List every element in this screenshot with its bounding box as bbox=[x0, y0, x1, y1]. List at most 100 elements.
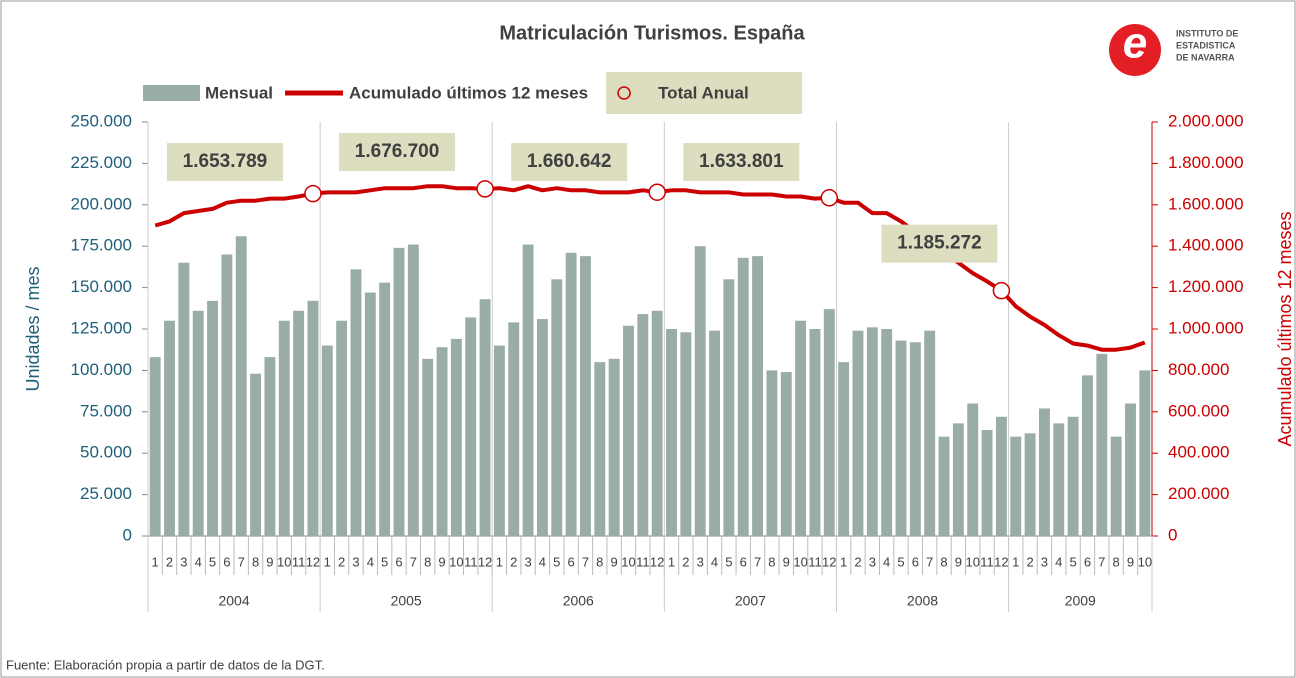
bar bbox=[594, 362, 606, 536]
bar bbox=[1139, 370, 1151, 536]
bar bbox=[780, 372, 792, 536]
annotation-label: 1.653.789 bbox=[183, 151, 268, 172]
x-tick-label: 3 bbox=[697, 554, 704, 569]
x-tick-label: 9 bbox=[266, 554, 273, 569]
bar bbox=[364, 292, 376, 536]
annotation-label: 1.660.642 bbox=[527, 151, 612, 172]
x-tick-label: 6 bbox=[1084, 554, 1091, 569]
year-label: 2008 bbox=[907, 593, 938, 609]
x-tick-label: 2 bbox=[166, 554, 173, 569]
bar bbox=[207, 300, 218, 536]
x-tick-label: 12 bbox=[650, 554, 664, 569]
x-tick-label: 8 bbox=[940, 554, 947, 569]
x-tick-label: 7 bbox=[238, 554, 245, 569]
x-tick-label: 1 bbox=[840, 554, 847, 569]
x-tick-label: 4 bbox=[539, 554, 546, 569]
bar bbox=[1010, 436, 1022, 536]
x-tick-label: 10 bbox=[621, 554, 635, 569]
y2-tick-label: 1.800.000 bbox=[1168, 153, 1244, 172]
y2-tick-label: 2.000.000 bbox=[1168, 111, 1244, 130]
legend-label: Total Anual bbox=[658, 83, 749, 102]
bar bbox=[623, 325, 634, 536]
logo-letter: e bbox=[1123, 19, 1147, 68]
x-tick-label: 11 bbox=[636, 554, 650, 569]
legend-label: Mensual bbox=[205, 83, 273, 102]
bar bbox=[694, 246, 706, 536]
bar bbox=[422, 358, 434, 536]
bar bbox=[795, 320, 807, 536]
y-tick-label: 250.000 bbox=[71, 111, 132, 130]
y2-tick-label: 600.000 bbox=[1168, 401, 1229, 420]
year-label: 2006 bbox=[563, 593, 594, 609]
y2-tick-label: 1.000.000 bbox=[1168, 318, 1244, 337]
y-tick-label: 100.000 bbox=[71, 360, 132, 379]
bar bbox=[852, 330, 864, 536]
annual-point bbox=[476, 180, 494, 198]
bar bbox=[436, 347, 448, 536]
bar bbox=[737, 257, 749, 536]
x-tick-label: 11 bbox=[464, 554, 478, 569]
bar bbox=[680, 332, 692, 536]
bar bbox=[1110, 436, 1122, 536]
x-tick-label: 10 bbox=[277, 554, 291, 569]
x-tick-label: 6 bbox=[223, 554, 230, 569]
bar bbox=[580, 256, 591, 536]
x-tick-label: 9 bbox=[1127, 554, 1134, 569]
x-tick-label: 7 bbox=[926, 554, 933, 569]
x-tick-label: 6 bbox=[567, 554, 574, 569]
bar bbox=[637, 314, 649, 536]
x-tick-label: 6 bbox=[912, 554, 919, 569]
logo-mark bbox=[1109, 24, 1161, 76]
y2-tick-label: 1.200.000 bbox=[1168, 277, 1244, 296]
logo-text: DE NAVARRA bbox=[1176, 52, 1235, 62]
x-tick-label: 7 bbox=[582, 554, 589, 569]
x-tick-label: 5 bbox=[553, 554, 560, 569]
bar bbox=[924, 330, 936, 536]
bar bbox=[235, 236, 247, 536]
bar bbox=[479, 299, 491, 536]
bar bbox=[1125, 403, 1136, 536]
x-tick-label: 8 bbox=[1113, 554, 1120, 569]
y-tick-label: 25.000 bbox=[80, 484, 132, 503]
annotation-label: 1.633.801 bbox=[699, 151, 784, 172]
y-tick-label: 75.000 bbox=[80, 401, 132, 420]
x-tick-label: 3 bbox=[1041, 554, 1048, 569]
bar bbox=[293, 310, 305, 536]
x-tick-label: 3 bbox=[352, 554, 359, 569]
annual-point bbox=[304, 184, 322, 203]
x-tick-label: 11 bbox=[292, 554, 306, 569]
year-label: 2007 bbox=[735, 593, 766, 609]
legend-swatch bbox=[617, 86, 631, 100]
x-tick-label: 5 bbox=[725, 554, 732, 569]
bar bbox=[1096, 353, 1108, 536]
y2-tick-label: 0 bbox=[1168, 525, 1177, 544]
logo-text: INSTITUTO DE bbox=[1176, 28, 1238, 38]
x-tick-label: 7 bbox=[410, 554, 417, 569]
x-tick-label: 2 bbox=[510, 554, 517, 569]
bar bbox=[938, 436, 950, 536]
year-label: 2005 bbox=[391, 593, 422, 609]
y-tick-label: 150.000 bbox=[71, 277, 132, 296]
bar bbox=[766, 370, 778, 536]
bar bbox=[1067, 416, 1079, 536]
bar bbox=[336, 320, 348, 536]
bar bbox=[838, 362, 850, 536]
y2-tick-label: 1.400.000 bbox=[1168, 236, 1244, 255]
annotation-label: 1.676.700 bbox=[355, 141, 440, 162]
x-tick-label: 10 bbox=[965, 554, 979, 569]
x-tick-label: 8 bbox=[424, 554, 431, 569]
bar bbox=[307, 300, 319, 536]
y-tick-label: 125.000 bbox=[71, 318, 132, 337]
y-axis-title: Unidades / mes bbox=[23, 266, 43, 391]
x-tick-label: 5 bbox=[897, 554, 904, 569]
annual-point bbox=[648, 183, 666, 201]
bar bbox=[149, 357, 161, 536]
x-tick-label: 9 bbox=[955, 554, 962, 569]
x-tick-label: 2 bbox=[682, 554, 689, 569]
logo-text: ESTADISTICA bbox=[1176, 40, 1236, 50]
x-tick-label: 4 bbox=[1055, 554, 1062, 569]
x-tick-label: 3 bbox=[180, 554, 187, 569]
bar bbox=[895, 340, 907, 536]
annotation-box bbox=[881, 224, 998, 263]
bar bbox=[1024, 433, 1036, 536]
